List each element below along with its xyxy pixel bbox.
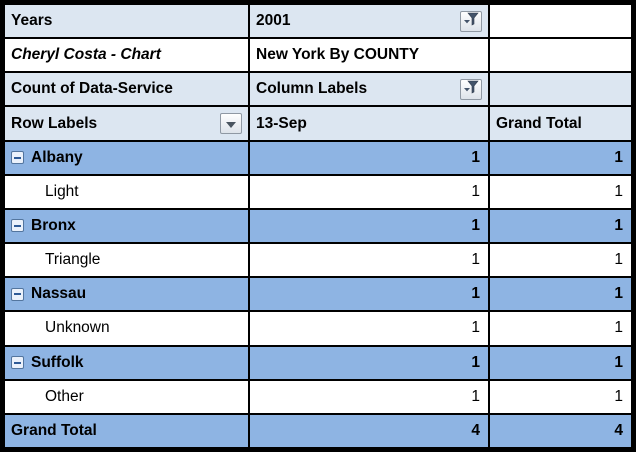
pivot-row-label: Triangle: [45, 251, 101, 269]
report-subtitle: New York By COUNTY: [256, 46, 420, 64]
pivot-month-value-cell[interactable]: 1: [250, 278, 488, 311]
filter-years-value: 2001: [256, 12, 291, 30]
collapse-minus-icon[interactable]: [11, 219, 24, 233]
pivot-grand-value-cell[interactable]: 1: [490, 141, 631, 174]
pivot-value: 1: [471, 182, 480, 200]
grand-total-column-header-cell[interactable]: Grand Total: [490, 107, 631, 140]
pivot-grand-value-cell[interactable]: 1: [490, 380, 631, 413]
pivot-row-label-cell[interactable]: Bronx: [5, 209, 248, 243]
pivot-value: 1: [614, 387, 623, 405]
pivot-value: 1: [614, 148, 623, 166]
pivot-value: 1: [471, 353, 480, 371]
pivot-grand-value-cell[interactable]: 1: [490, 209, 631, 243]
pivot-row-label-cell[interactable]: Unknown: [5, 312, 248, 345]
pivot-row-label-cell[interactable]: Triangle: [5, 244, 248, 277]
report-subtitle-cell[interactable]: New York By COUNTY: [250, 39, 488, 72]
pivot-row-label: Bronx: [31, 216, 76, 234]
column-labels-filter-button[interactable]: [460, 78, 482, 100]
pivot-grand-value-cell[interactable]: 4: [490, 414, 631, 447]
empty-cell[interactable]: [490, 5, 631, 38]
collapse-minus-icon[interactable]: [11, 356, 24, 370]
pivot-grand-value-cell[interactable]: 1: [490, 278, 631, 311]
pivot-value: 1: [614, 353, 623, 371]
grand-total-column-header: Grand Total: [496, 114, 582, 132]
report-title: Cheryl Costa - Chart: [11, 46, 161, 64]
pivot-value: 1: [471, 285, 480, 303]
pivot-month-value-cell[interactable]: 1: [250, 380, 488, 413]
pivot-value: 1: [614, 216, 623, 234]
pivot-row-label: Other: [45, 387, 84, 405]
value-field-label: Count of Data-Service: [11, 80, 173, 98]
pivot-row-label-cell[interactable]: Suffolk: [5, 346, 248, 379]
pivot-value: 1: [471, 216, 480, 234]
pivot-row-label: Nassau: [31, 285, 87, 303]
filter-years-value-cell[interactable]: 2001: [250, 5, 488, 38]
pivot-value: 1: [614, 285, 623, 303]
row-labels-header-cell[interactable]: Row Labels: [5, 107, 248, 140]
minus-bar: [14, 224, 21, 227]
chevron-down-icon: [226, 115, 236, 133]
empty-cell[interactable]: [490, 73, 631, 106]
row-labels-header: Row Labels: [11, 114, 98, 132]
pivot-grand-value-cell[interactable]: 1: [490, 175, 631, 208]
row-labels-dropdown-button[interactable]: [220, 113, 242, 135]
pivot-row-label-cell[interactable]: Other: [5, 380, 248, 413]
pivot-month-value-cell[interactable]: 1: [250, 209, 488, 243]
pivot-month-value-cell[interactable]: 1: [250, 312, 488, 345]
pivot-month-value-cell[interactable]: 1: [250, 175, 488, 208]
pivot-value: 1: [614, 182, 623, 200]
pivot-month-value-cell[interactable]: 4: [250, 414, 488, 447]
pivot-row-label-cell[interactable]: Grand Total: [5, 414, 248, 447]
pivot-month-value-cell[interactable]: 1: [250, 244, 488, 277]
pivot-value: 4: [471, 421, 480, 439]
collapse-minus-icon[interactable]: [11, 287, 24, 301]
column-labels-cell[interactable]: Column Labels: [250, 73, 488, 106]
pivot-grand-value-cell[interactable]: 1: [490, 312, 631, 345]
pivot-month-value-cell[interactable]: 1: [250, 141, 488, 174]
empty-cell[interactable]: [490, 39, 631, 72]
pivot-value: 4: [614, 421, 623, 439]
pivot-value: 1: [614, 251, 623, 269]
value-field-cell[interactable]: Count of Data-Service: [5, 73, 248, 106]
pivot-row-label: Albany: [31, 148, 83, 166]
minus-bar: [14, 156, 21, 159]
filter-funnel-icon: [463, 12, 479, 31]
field-years-cell[interactable]: Years: [5, 5, 248, 38]
column-labels-label: Column Labels: [256, 80, 368, 98]
pivot-month-value-cell[interactable]: 1: [250, 346, 488, 379]
pivot-grand-value-cell[interactable]: 1: [490, 346, 631, 379]
years-filter-button[interactable]: [460, 10, 482, 32]
pivot-grand-value-cell[interactable]: 1: [490, 244, 631, 277]
minus-bar: [14, 293, 21, 296]
pivot-row-label-cell[interactable]: Albany: [5, 141, 248, 174]
pivot-row-label: Light: [45, 182, 79, 200]
pivot-value: 1: [471, 387, 480, 405]
pivot-row-label-cell[interactable]: Light: [5, 175, 248, 208]
month-column-header: 13-Sep: [256, 114, 307, 132]
pivot-row-label: Unknown: [45, 319, 110, 337]
pivot-row-label: Suffolk: [31, 353, 84, 371]
collapse-minus-icon[interactable]: [11, 151, 24, 165]
pivot-row-label: Grand Total: [11, 421, 97, 439]
pivot-value: 1: [471, 251, 480, 269]
filter-funnel-icon: [463, 80, 479, 99]
pivot-value: 1: [471, 148, 480, 166]
month-column-header-cell[interactable]: 13-Sep: [250, 107, 488, 140]
minus-bar: [14, 361, 21, 364]
report-title-cell[interactable]: Cheryl Costa - Chart: [5, 39, 248, 72]
pivot-row-label-cell[interactable]: Nassau: [5, 278, 248, 311]
field-years-label: Years: [11, 12, 53, 30]
pivot-value: 1: [614, 319, 623, 337]
pivot-value: 1: [471, 319, 480, 337]
